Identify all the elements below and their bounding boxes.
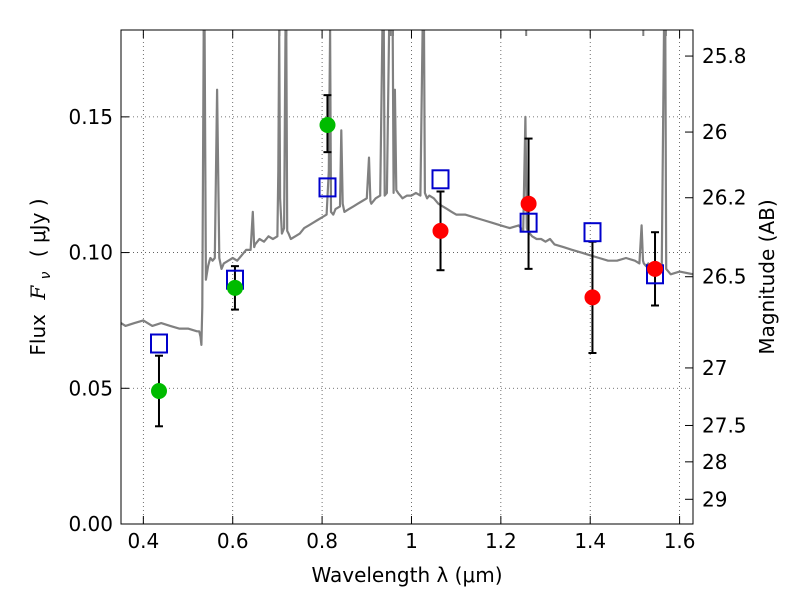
model-flux-square xyxy=(431,169,450,190)
model-flux-square xyxy=(150,333,168,354)
y2-tick-label: 25.8 xyxy=(702,44,747,68)
y2-tick-label: 29 xyxy=(702,487,727,511)
emission-line-peak xyxy=(278,30,281,36)
emission-line-peak xyxy=(663,30,667,36)
emission-line-peak xyxy=(392,30,394,36)
y2-tick-label: 28 xyxy=(702,450,727,474)
y2-axis-label: Magnitude (AB) xyxy=(755,199,779,354)
emission-line-peak xyxy=(329,30,331,36)
emission-line-peak xyxy=(381,30,385,36)
svg-text:Flux F ν ( μ: Flux F ν ( μJy ) xyxy=(26,198,55,355)
y2-tick-label: 26 xyxy=(702,120,727,144)
emission-line-peak xyxy=(422,30,425,36)
observed-flux-point xyxy=(319,117,336,133)
emission-line-peak xyxy=(642,30,645,36)
y-axis-label-subscript: ν xyxy=(38,271,54,279)
x-tick-label: 0.4 xyxy=(127,529,159,553)
model-flux-square xyxy=(583,222,602,243)
observed-flux-point xyxy=(584,289,601,306)
model-flux-square xyxy=(318,177,337,198)
y-axis-label: Flux F ν ( μJy ) xyxy=(26,198,55,355)
x-tick-label: 1.4 xyxy=(574,529,606,553)
x-axis-label: Wavelength λ (μm) xyxy=(311,563,502,587)
axes: 0.4 0.6 0.8 1 1.2 1.4 1.6 0.00 0.05 0.10 0.15 25.8 2… xyxy=(68,30,747,553)
x-tick-label: 0.8 xyxy=(306,529,338,553)
grid xyxy=(121,30,693,524)
y2-tick-label: 26.2 xyxy=(702,186,747,210)
y-axis-label-prefix: Flux xyxy=(26,314,50,356)
y-axis-label-units: ( μJy ) xyxy=(26,198,50,257)
series-layer xyxy=(121,30,693,346)
sed-line xyxy=(121,30,693,346)
x-tick-label: 1.2 xyxy=(485,529,517,553)
x-tick-label: 0.6 xyxy=(217,529,249,553)
y-tick-label: 0.10 xyxy=(68,241,113,265)
observed-flux-point xyxy=(647,260,663,277)
y2-tick-label: 27 xyxy=(702,356,727,380)
observed-flux-point xyxy=(432,222,449,239)
y-tick-label: 0.05 xyxy=(68,376,113,400)
model-flux-square xyxy=(519,212,538,233)
marker-layer xyxy=(150,94,664,428)
emission-line-peak xyxy=(202,30,205,36)
y2-tick-label: 26.5 xyxy=(702,265,747,289)
y2-tick-label: 27.5 xyxy=(702,413,747,437)
emission-line-peak xyxy=(525,30,528,36)
emission-line-peak xyxy=(388,30,392,36)
y-axis-label-symbol: F xyxy=(26,285,50,301)
observed-flux-point xyxy=(520,195,537,212)
x-tick-label: 1 xyxy=(405,529,418,553)
x-tick-label: 1.6 xyxy=(664,529,696,553)
emission-line-peak xyxy=(285,30,288,36)
y-tick-label: 0.00 xyxy=(68,512,113,536)
observed-flux-point xyxy=(227,279,243,296)
y-tick-label: 0.15 xyxy=(68,105,113,129)
observed-flux-point xyxy=(151,383,167,399)
